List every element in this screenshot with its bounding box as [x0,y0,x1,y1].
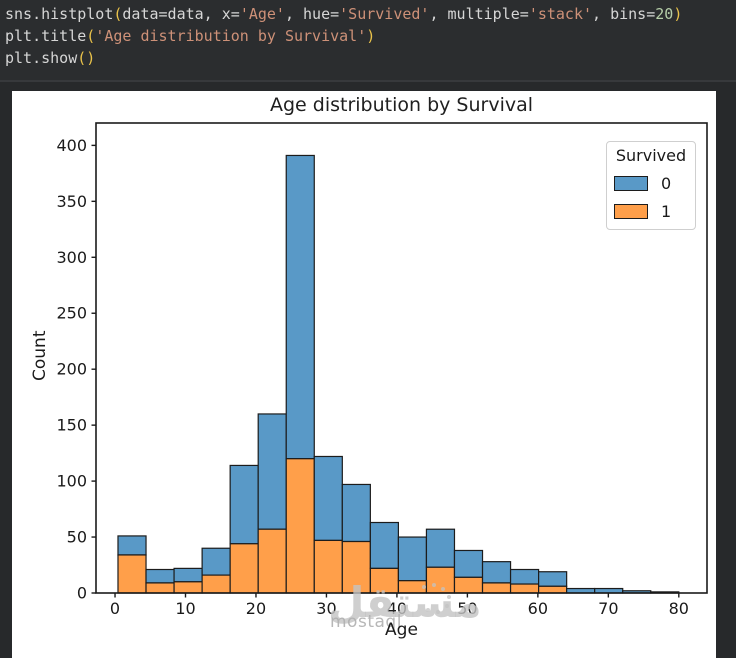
x-tick-label: 40 [387,599,407,618]
code-token: plt.title [5,27,87,45]
code-token: sns.histplot [5,5,114,23]
legend-label-1: 1 [661,202,672,221]
histogram-bar-orange [481,582,512,594]
histogram-bar-orange [285,458,315,594]
histogram-bar-orange [229,543,259,594]
x-tick-label: 60 [528,599,548,618]
histogram-bar-blue [229,464,259,545]
x-tick-label: 80 [669,599,689,618]
code-token: 'Age distribution by Survival' [95,27,367,45]
code-line: plt.title('Age distribution by Survival'… [5,25,736,47]
code-cell[interactable]: sns.histplot(data=data, x='Age', hue='Su… [0,0,736,82]
histogram-plot: 0 10 20 30 40 50 60 70 8005010015020025030035040… [56,122,708,618]
y-axis-label: Count [30,330,50,382]
code-token: ) [673,5,683,23]
code-token: ( [77,49,87,67]
x-tick-label: 20 [246,599,266,618]
legend-entry-1: 1 [614,202,688,221]
code-token: , multiple= [429,5,529,23]
histogram-bar-orange [145,582,175,594]
histogram-bar-orange [397,580,428,594]
legend-title: Survived [615,146,687,165]
x-tick-label: 70 [598,599,618,618]
histogram-bar-blue [313,455,343,542]
y-tick-label: 400 [56,136,87,155]
histogram-bar-orange [173,581,203,594]
histogram-bar-blue [117,535,147,556]
histogram-bar-blue [145,568,175,584]
histogram-bar-orange [538,585,568,594]
code-token: 20 [655,5,674,23]
histogram-bar-blue [481,561,512,584]
code-token: ) [366,27,376,45]
histogram-bar-orange [453,576,484,594]
code-token: ( [113,5,123,23]
y-tick-label: 300 [56,248,87,267]
x-axis-label: Age [385,620,418,640]
axes-spines [95,122,708,594]
y-tick-label: 250 [56,304,87,323]
x-tick-label: 10 [175,599,195,618]
histogram-bar-orange [117,554,147,594]
code-token: , bins= [592,5,656,23]
histogram-bar-orange [509,583,540,594]
code-line: sns.histplot(data=data, x='Age', hue='Su… [5,3,736,25]
legend-swatch-blue [614,176,648,191]
y-tick-label: 350 [56,192,87,211]
code-token: data=data, x= [122,5,240,23]
histogram-bar-orange [425,566,456,594]
histogram-bar-orange [257,528,287,594]
histogram-bar-blue [285,154,315,460]
code-line: plt.show() [5,47,736,69]
x-tick-label: 30 [316,599,336,618]
code-token: ( [86,27,96,45]
legend: Survived 0 1 [606,141,696,230]
y-tick-label: 150 [56,416,87,435]
chart-title: Age distribution by Survival [269,94,534,116]
matplotlib-figure: 0 10 20 30 40 50 60 70 80 0 50 100 150 200 250 300 350 40… [12,91,716,658]
histogram-bar-blue [341,483,371,543]
histogram-bar-orange [341,540,371,594]
legend-entry-0: 0 [614,174,688,193]
histogram-bar-blue [201,547,231,576]
code-token: ) [86,49,96,67]
histogram-bar-blue [453,549,484,578]
code-token: 'stack' [528,5,593,23]
x-tick-label: 50 [457,599,477,618]
y-tick-label: 100 [56,472,87,491]
code-token: , hue= [284,5,340,23]
y-tick-label: 50 [67,528,87,547]
y-tick-label: 200 [56,360,87,379]
histogram-bar-blue [173,567,203,583]
histogram-bar-orange [369,567,399,594]
histogram-bar-blue [257,413,287,530]
code-token: 'Survived' [339,5,430,23]
histogram-bar-blue [509,568,540,585]
y-tick-label: 0 [77,584,87,603]
legend-label-0: 0 [661,174,672,193]
code-token: plt.show [5,49,78,67]
histogram-bar-orange [201,574,231,594]
x-tick-label: 0 [110,599,120,618]
histogram-bar-orange [313,539,343,594]
histogram-bar-blue [425,528,456,568]
code-token: 'Age' [239,5,285,23]
histogram-bar-blue [397,536,428,582]
histogram-bar-blue [369,521,399,569]
legend-swatch-orange [614,204,648,219]
histogram-bar-blue [538,571,568,587]
